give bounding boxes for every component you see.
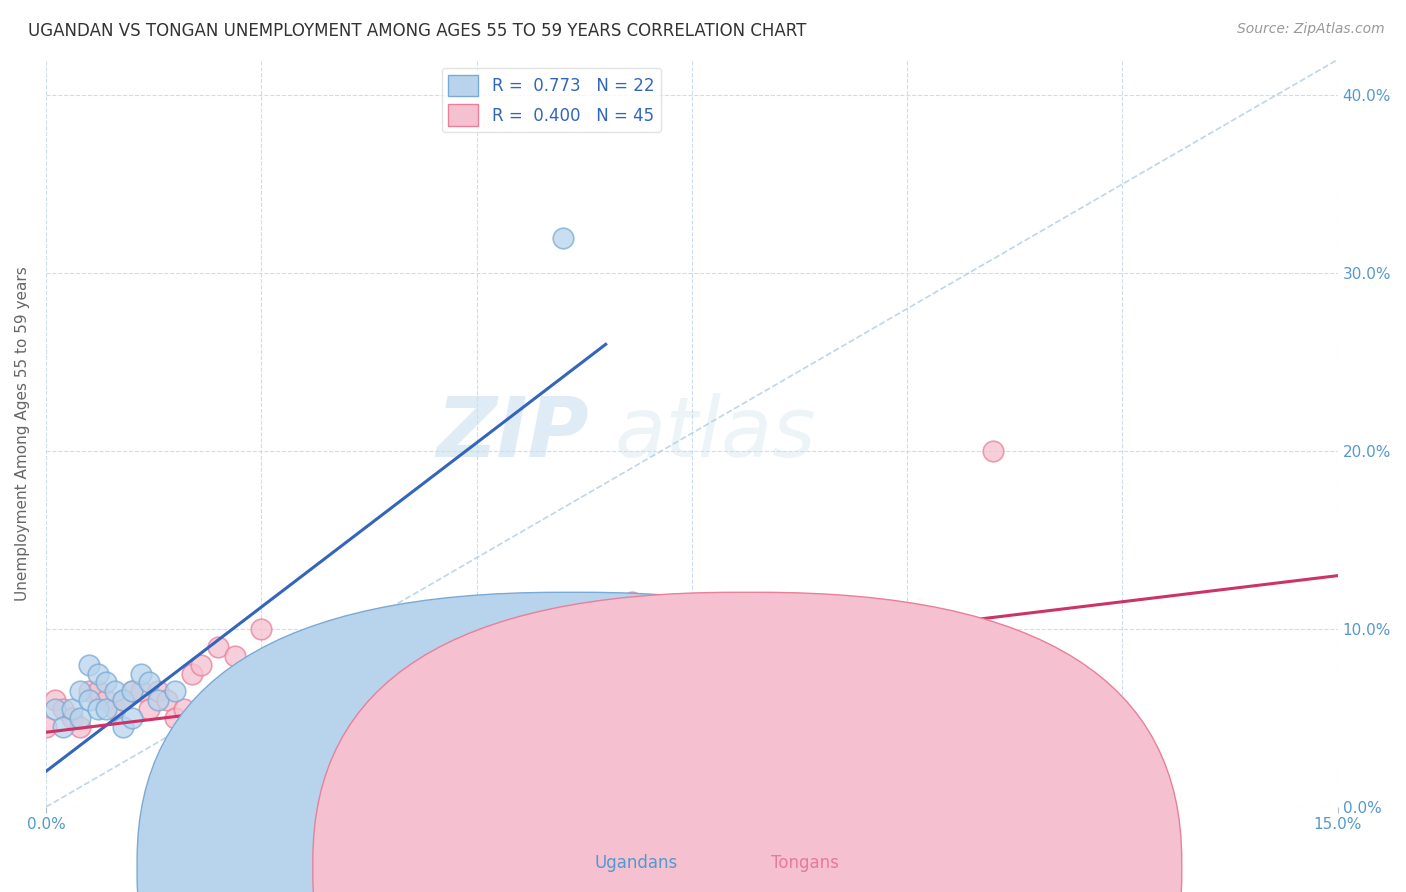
Point <box>96 693 118 707</box>
Point <box>207 640 229 654</box>
Point <box>551 684 574 698</box>
Point <box>551 230 574 244</box>
Point <box>60 702 83 716</box>
Point <box>69 684 91 698</box>
Point <box>60 711 83 725</box>
Point <box>292 640 315 654</box>
Point <box>121 684 143 698</box>
Point <box>190 657 212 672</box>
Point <box>224 648 246 663</box>
Point <box>77 657 100 672</box>
Text: atlas: atlas <box>614 392 815 474</box>
Point <box>146 684 169 698</box>
Point <box>165 684 187 698</box>
Point <box>104 684 127 698</box>
Point <box>810 738 832 752</box>
Point <box>52 720 75 734</box>
Point <box>311 648 333 663</box>
Point <box>250 622 273 636</box>
Point <box>465 684 488 698</box>
Point <box>138 675 160 690</box>
Point <box>96 702 118 716</box>
Text: Source: ZipAtlas.com: Source: ZipAtlas.com <box>1237 22 1385 37</box>
Point <box>86 666 108 681</box>
Point <box>112 693 135 707</box>
Point <box>1111 782 1133 797</box>
Point <box>138 702 160 716</box>
Point <box>361 720 384 734</box>
Point <box>509 675 531 690</box>
Point <box>155 693 177 707</box>
Point <box>86 684 108 698</box>
Point <box>146 693 169 707</box>
Point <box>77 684 100 698</box>
Point <box>766 702 789 716</box>
Point <box>207 693 229 707</box>
Text: UGANDAN VS TONGAN UNEMPLOYMENT AMONG AGES 55 TO 59 YEARS CORRELATION CHART: UGANDAN VS TONGAN UNEMPLOYMENT AMONG AGE… <box>28 22 807 40</box>
Point <box>620 595 643 609</box>
Point <box>724 693 747 707</box>
Point <box>69 720 91 734</box>
Point <box>121 684 143 698</box>
Point <box>896 702 918 716</box>
Point <box>86 702 108 716</box>
Point <box>637 684 659 698</box>
Point <box>129 666 152 681</box>
Point <box>112 693 135 707</box>
Point <box>165 711 187 725</box>
Point <box>77 693 100 707</box>
Point <box>69 711 91 725</box>
Point <box>681 720 703 734</box>
Point <box>1025 684 1047 698</box>
Point <box>35 720 58 734</box>
Point <box>422 640 444 654</box>
Point <box>595 693 617 707</box>
Point <box>181 666 204 681</box>
Point <box>276 684 298 698</box>
Point <box>336 675 359 690</box>
Legend: R =  0.773   N = 22, R =  0.400   N = 45: R = 0.773 N = 22, R = 0.400 N = 45 <box>441 68 661 132</box>
Point <box>44 693 66 707</box>
Point <box>44 702 66 716</box>
Point <box>173 702 195 716</box>
Point <box>121 711 143 725</box>
Point <box>981 444 1004 458</box>
Text: ZIP: ZIP <box>436 392 589 474</box>
Text: Ugandans: Ugandans <box>595 855 678 872</box>
Point <box>112 720 135 734</box>
Point <box>853 764 876 779</box>
Point <box>104 702 127 716</box>
Text: Tongans: Tongans <box>770 855 839 872</box>
Y-axis label: Unemployment Among Ages 55 to 59 years: Unemployment Among Ages 55 to 59 years <box>15 266 30 600</box>
Point <box>1069 738 1091 752</box>
Point <box>52 702 75 716</box>
Point <box>380 738 402 752</box>
Point <box>96 675 118 690</box>
Point <box>129 684 152 698</box>
